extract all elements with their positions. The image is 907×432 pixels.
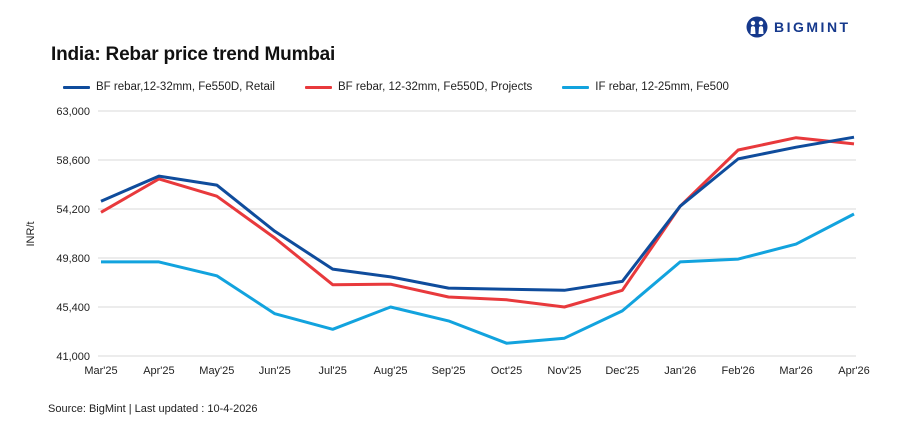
x-tick-label: Mar'26 — [779, 365, 812, 377]
x-tick-label: Apr'25 — [143, 365, 174, 377]
legend-item-projects: BF rebar, 12-32mm, Fe550D, Projects — [304, 81, 533, 93]
y-tick-label: 63,000 — [56, 106, 90, 118]
legend-item-retail: BF rebar,12-32mm, Fe550D, Retail — [63, 81, 275, 93]
y-tick-label: 58,600 — [56, 155, 90, 167]
chart-title: India: Rebar price trend Mumbai — [51, 44, 336, 65]
legend-label-retail: BF rebar,12-32mm, Fe550D, Retail — [96, 81, 275, 93]
legend-swatch-if — [562, 85, 590, 89]
bigmint-people-icon — [746, 16, 768, 38]
source-note: Source: BigMint | Last updated : 10-4-20… — [48, 403, 258, 415]
y-tick-label: 41,000 — [56, 351, 90, 363]
series-line-2 — [101, 212, 855, 345]
y-axis-ticks: 41,000 45,400 49,800 54,200 58,600 63,000 — [56, 106, 90, 363]
legend-swatch-projects — [304, 85, 332, 89]
legend-label-projects: BF rebar, 12-32mm, Fe550D, Projects — [337, 81, 533, 93]
x-tick-label: Dec'25 — [605, 365, 639, 377]
legend-swatch-retail — [63, 85, 90, 89]
brand-logo: BIGMINT — [746, 16, 851, 38]
y-tick-label: 54,200 — [56, 204, 90, 216]
x-axis-ticks: Mar'25 Apr'25 May'25 Jun'25 Jul'25 Aug'25 Sep'… — [84, 365, 869, 377]
logo-text: BIGMINT — [774, 19, 851, 35]
legend: BF rebar,12-32mm, Fe550D, Retail BF reba… — [63, 81, 759, 93]
series-lines — [100, 135, 855, 345]
x-tick-label: Mar'25 — [84, 365, 117, 377]
x-tick-label: Apr'26 — [838, 365, 869, 377]
series-line-1 — [100, 136, 855, 309]
legend-item-if: IF rebar, 12-25mm, Fe500 — [562, 81, 729, 93]
x-tick-label: Jul'25 — [318, 365, 346, 377]
x-tick-label: Sep'25 — [432, 365, 466, 377]
x-tick-label: Nov'25 — [547, 365, 581, 377]
legend-label-if: IF rebar, 12-25mm, Fe500 — [595, 81, 729, 93]
series-line-0 — [100, 135, 855, 292]
y-tick-label: 49,800 — [56, 253, 90, 265]
x-tick-label: Feb'26 — [722, 365, 755, 377]
x-tick-label: Jun'25 — [259, 365, 291, 377]
x-tick-label: Aug'25 — [374, 365, 408, 377]
x-tick-label: Jan'26 — [664, 365, 696, 377]
x-tick-label: Oct'25 — [491, 365, 522, 377]
x-tick-label: May'25 — [199, 365, 234, 377]
y-axis-label: INR/t — [25, 221, 37, 246]
y-tick-label: 45,400 — [56, 302, 90, 314]
